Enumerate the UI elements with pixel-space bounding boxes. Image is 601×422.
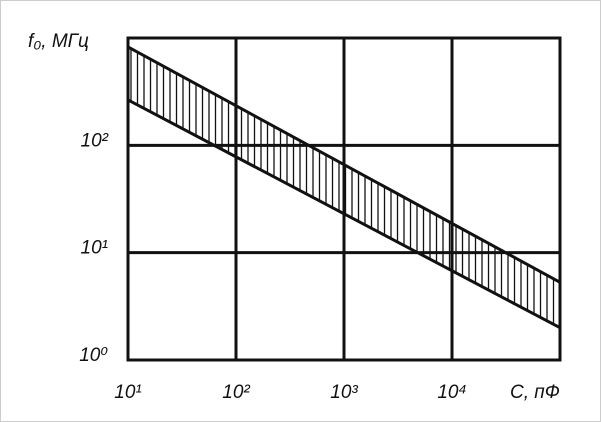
x-tick-label: 10³ — [330, 382, 358, 403]
band-edge — [127, 45, 561, 284]
band-hatch — [128, 46, 560, 328]
band-edge — [127, 98, 561, 330]
y-axis-label: f₀, МГц — [28, 31, 89, 52]
x-axis-label: C, пФ — [510, 382, 560, 403]
x-tick-label: 10² — [222, 382, 250, 403]
plot-frame — [126, 36, 562, 362]
x-tick-label: 10⁴ — [437, 382, 466, 403]
y-tick-label: 10⁰ — [79, 345, 108, 366]
x-tick-label: 10¹ — [114, 382, 141, 403]
y-tick-label: 10² — [81, 130, 109, 151]
y-tick-label: 10¹ — [81, 238, 108, 259]
